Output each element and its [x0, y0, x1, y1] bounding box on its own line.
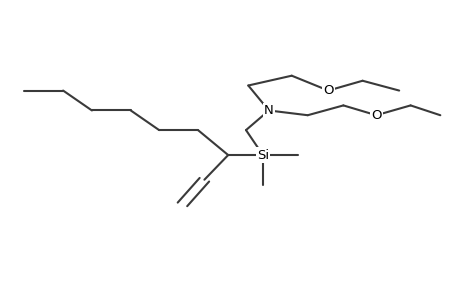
- Text: N: N: [263, 104, 273, 117]
- Text: O: O: [322, 84, 333, 97]
- Text: O: O: [370, 109, 381, 122]
- Text: Si: Si: [256, 148, 269, 162]
